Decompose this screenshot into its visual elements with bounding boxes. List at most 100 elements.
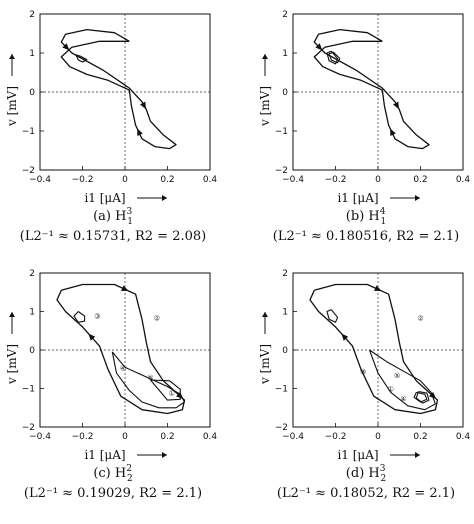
y-axis-label-text: v [mV] bbox=[5, 86, 19, 127]
x-axis-label: i1 [μA] bbox=[337, 448, 420, 462]
x-tick-label: 0.2 bbox=[413, 432, 427, 442]
x-axis-label-text: i1 [μA] bbox=[84, 448, 125, 462]
branch-marker: ⑤ bbox=[394, 372, 400, 380]
trajectory-series bbox=[415, 391, 430, 404]
direction-arrow-icon bbox=[176, 391, 184, 399]
branch-marker: ① bbox=[388, 386, 394, 394]
branch-marker: ③ bbox=[360, 368, 366, 376]
branch-marker: ② bbox=[154, 314, 160, 322]
direction-arrow-icon bbox=[140, 101, 147, 110]
panel-parameters: (L2⁻¹ ≈ 0.18052, R2 = 2.1) bbox=[277, 486, 455, 501]
direction-arrow-icon bbox=[390, 128, 396, 136]
y-tick-label: −1 bbox=[275, 385, 288, 395]
y-axis-label-text: v [mV] bbox=[258, 344, 272, 385]
caption-subscript: 1 bbox=[127, 217, 133, 227]
direction-arrow-icon bbox=[315, 43, 323, 51]
y-tick-label: 1 bbox=[282, 308, 288, 318]
trajectory-series bbox=[111, 351, 186, 409]
direction-arrow-icon bbox=[121, 285, 129, 292]
x-tick-label: 0.2 bbox=[160, 432, 174, 442]
y-axis-label: v [mV] bbox=[5, 312, 19, 385]
y-tick-label: 0 bbox=[29, 346, 35, 356]
trajectory-series bbox=[368, 349, 436, 411]
y-axis-label: v [mV] bbox=[5, 54, 19, 127]
x-axis-label-text: i1 [μA] bbox=[84, 191, 125, 205]
x-tick-label: 0.4 bbox=[203, 432, 218, 442]
x-tick-label: −0.2 bbox=[72, 432, 94, 442]
caption-superscript: 3 bbox=[380, 464, 386, 474]
y-tick-label: 1 bbox=[29, 49, 35, 59]
x-tick-label: 0.4 bbox=[456, 175, 471, 185]
branch-marker: ⑤ bbox=[147, 374, 153, 382]
trajectory-series bbox=[326, 50, 339, 65]
panel-d: −0.4 −0.2 0 0.2 0.4 2 1 0 −1 −2 v [mV] i1 [μA] (d) H… bbox=[258, 269, 470, 501]
caption-superscript: 2 bbox=[126, 464, 132, 474]
x-axis-label-text: i1 [μA] bbox=[337, 448, 378, 462]
direction-arrow-icon bbox=[88, 333, 96, 341]
panel-caption: (a) H3 1 bbox=[93, 207, 133, 227]
y-tick-label: −2 bbox=[275, 166, 288, 176]
trajectory-series bbox=[309, 283, 439, 415]
caption-subscript: 2 bbox=[127, 474, 133, 484]
y-axis-label-text: v [mV] bbox=[5, 344, 19, 385]
y-tick-label: 2 bbox=[29, 10, 35, 20]
y-tick-label: −1 bbox=[275, 127, 288, 137]
panel-caption: (d) H3 2 bbox=[346, 464, 386, 484]
panel-c: −0.4 −0.2 0 0.2 0.4 2 1 0 −1 −2 v [mV] i1 [μA] (c) H… bbox=[5, 269, 217, 501]
panel-a: −0.4 −0.2 0 0.2 0.4 2 1 0 −1 −2 v [mV] i1 [μA] (a) H… bbox=[5, 10, 217, 244]
y-tick-label: 0 bbox=[29, 88, 35, 98]
x-axis-label: i1 [μA] bbox=[84, 191, 167, 205]
y-tick-label: 2 bbox=[282, 10, 288, 20]
y-tick-label: −2 bbox=[275, 423, 288, 433]
y-tick-label: 2 bbox=[29, 269, 35, 279]
direction-arrow-icon bbox=[429, 391, 437, 399]
y-tick-label: −1 bbox=[22, 385, 35, 395]
y-tick-label: 1 bbox=[29, 308, 35, 318]
trajectory-series bbox=[73, 311, 86, 323]
x-tick-label: 0.4 bbox=[203, 175, 218, 185]
branch-marker: ④ bbox=[120, 364, 126, 372]
trajectory-series bbox=[75, 54, 88, 63]
y-tick-label: 1 bbox=[282, 49, 288, 59]
caption-main: (d) H bbox=[346, 466, 380, 481]
y-tick-label: −2 bbox=[22, 166, 35, 176]
direction-arrow-icon bbox=[374, 285, 382, 292]
panel-b: −0.4 −0.2 0 0.2 0.4 2 1 0 −1 −2 v [mV] i1 [μA] (b) H… bbox=[258, 10, 470, 244]
panel-parameters: (L2⁻¹ ≈ 0.180516, R2 = 2.1) bbox=[273, 229, 459, 244]
x-tick-label: 0 bbox=[122, 175, 128, 185]
x-tick-label: 0 bbox=[122, 432, 128, 442]
caption-subscript: 1 bbox=[380, 217, 386, 227]
y-axis-label: v [mV] bbox=[258, 54, 272, 127]
x-axis-label: i1 [μA] bbox=[337, 191, 420, 205]
panel-parameters: (L2⁻¹ ≈ 0.19029, R2 = 2.1) bbox=[24, 486, 202, 501]
branch-marker: ① bbox=[169, 389, 175, 397]
panel-parameters: (L2⁻¹ ≈ 0.15731, R2 = 2.08) bbox=[20, 229, 206, 244]
x-tick-label: −0.4 bbox=[282, 432, 304, 442]
panel-caption: (b) H4 1 bbox=[346, 207, 386, 227]
caption-main: (b) H bbox=[346, 209, 380, 224]
y-tick-label: 0 bbox=[282, 88, 288, 98]
trajectory-series bbox=[313, 28, 430, 150]
y-tick-label: −2 bbox=[22, 423, 35, 433]
direction-arrow-icon bbox=[62, 43, 70, 51]
caption-main: (a) H bbox=[93, 209, 126, 224]
y-tick-label: −1 bbox=[22, 127, 35, 137]
direction-arrow-icon bbox=[393, 101, 400, 110]
trajectory-series bbox=[326, 309, 339, 323]
branch-marker: ④ bbox=[400, 395, 406, 403]
caption-superscript: 3 bbox=[126, 207, 132, 217]
trajectory-series bbox=[60, 28, 177, 150]
trajectory-series bbox=[56, 283, 186, 415]
x-tick-label: 0 bbox=[375, 175, 381, 185]
x-tick-label: −0.2 bbox=[325, 175, 347, 185]
trajectory-series bbox=[413, 391, 428, 403]
x-tick-label: −0.4 bbox=[29, 432, 51, 442]
x-tick-label: 0 bbox=[375, 432, 381, 442]
caption-main: (c) H bbox=[93, 466, 126, 481]
x-axis-label: i1 [μA] bbox=[84, 448, 167, 462]
direction-arrow-icon bbox=[341, 333, 349, 341]
y-axis-label: v [mV] bbox=[258, 312, 272, 385]
x-tick-label: −0.2 bbox=[72, 175, 94, 185]
y-tick-label: 2 bbox=[282, 269, 288, 279]
